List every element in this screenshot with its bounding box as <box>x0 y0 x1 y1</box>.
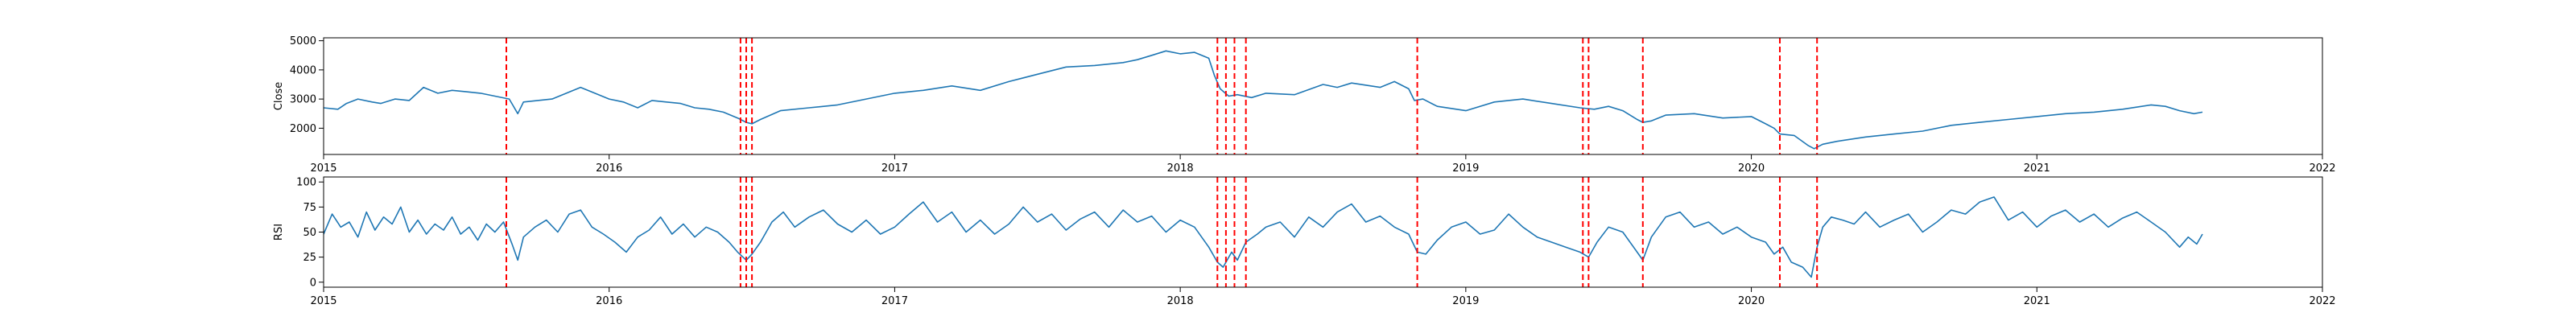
rsi-x-tick-label: 2017 <box>881 295 908 307</box>
rsi-x-tick-label: 2022 <box>2309 295 2335 307</box>
rsi-panel: 2015 2016 2017 2018 2019 2020 2021 2022 0 25 50 75 1… <box>273 176 2336 307</box>
close-x-tick-label: 2019 <box>1452 162 1479 175</box>
close-y-tick-label: 3000 <box>290 94 316 106</box>
rsi-y-tick-label: 75 <box>303 202 316 214</box>
close-y-axis-label: Close <box>273 82 285 110</box>
rsi-x-tick-label: 2015 <box>310 295 336 307</box>
close-series-line <box>323 50 2203 150</box>
rsi-y-tick-label: 0 <box>310 277 316 289</box>
close-y-tick-label: 2000 <box>290 123 316 135</box>
close-y-tick-label: 4000 <box>290 64 316 76</box>
close-x-tick-label: 2021 <box>2024 162 2050 175</box>
close-x-tick-label: 2022 <box>2309 162 2335 175</box>
rsi-y-axis-label: RSI <box>273 224 285 241</box>
close-x-tick-label: 2018 <box>1167 162 1194 175</box>
rsi-x-tick-label: 2020 <box>1738 295 1765 307</box>
rsi-y-tick-label: 100 <box>296 177 316 189</box>
rsi-x-tick-label: 2019 <box>1452 295 1479 307</box>
close-price-panel: 2015 2016 2017 2018 2019 2020 2021 2022 2000 3000… <box>273 35 2336 175</box>
close-x-tick-label: 2016 <box>596 162 622 175</box>
close-axes-frame <box>323 37 2323 155</box>
rsi-series-line <box>323 196 2203 278</box>
rsi-y-tick-label: 25 <box>303 252 316 264</box>
rsi-x-tick-label: 2021 <box>2024 295 2050 307</box>
close-x-tick-label: 2020 <box>1738 162 1765 175</box>
close-x-tick-label: 2017 <box>881 162 908 175</box>
close-y-tick-label: 5000 <box>290 35 316 47</box>
rsi-x-tick-label: 2016 <box>596 295 622 307</box>
close-x-tick-label: 2015 <box>310 162 336 175</box>
rsi-x-tick-label: 2018 <box>1167 295 1194 307</box>
rsi-y-tick-label: 50 <box>303 227 316 239</box>
